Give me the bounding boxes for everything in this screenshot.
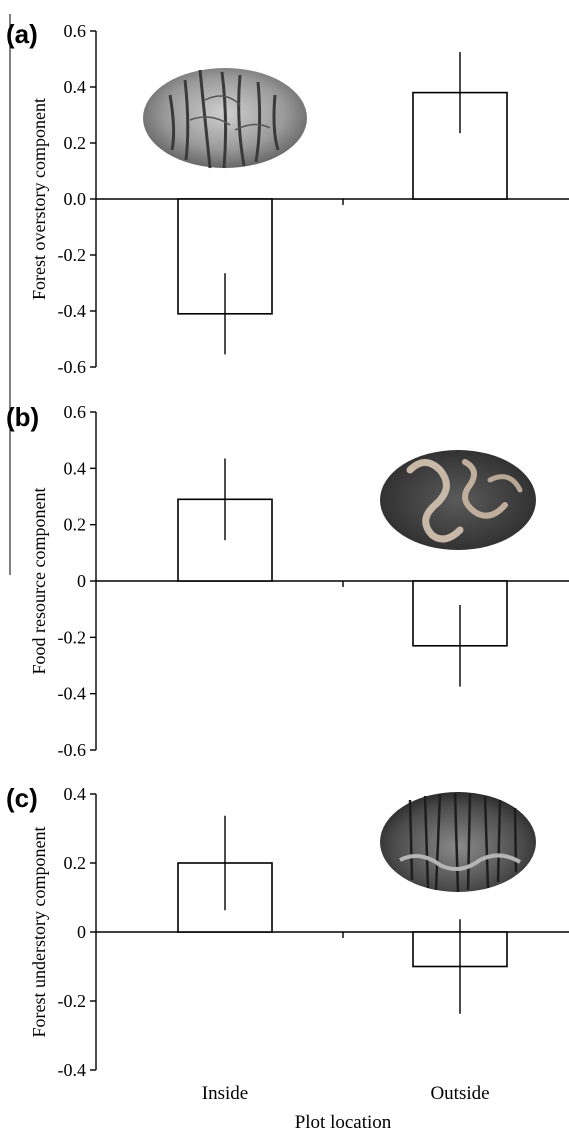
- y-tick-label: 0.6: [64, 402, 87, 422]
- panel-label: (c): [6, 783, 38, 813]
- panel-label: (a): [6, 19, 38, 49]
- panel-c: (c) Forest understory component 0.4 0.2 0 -…: [6, 783, 569, 1080]
- forest-understory-photo: [380, 792, 536, 893]
- y-tick-label: -0.6: [58, 357, 87, 377]
- y-tick-label: 0.4: [64, 77, 87, 97]
- y-tick-label: 0: [77, 922, 86, 942]
- x-category-label-inside: Inside: [202, 1083, 248, 1104]
- panel-a: (a) Forest overstory component 0.6 0.4 0.2…: [6, 19, 569, 377]
- y-tick-label: -0.4: [58, 684, 87, 704]
- y-tick-label: -0.6: [58, 740, 87, 760]
- panel-label: (b): [6, 402, 39, 432]
- y-axis-label: Forest understory component: [29, 827, 49, 1038]
- y-tick-label: 0.4: [64, 458, 87, 478]
- panel-b: (b) Food resource component 0.6 0.4 0.2 0 -0…: [6, 402, 569, 760]
- x-category-label-outside: Outside: [430, 1083, 489, 1104]
- y-tick-label: 0.2: [64, 133, 87, 153]
- earthworm-photo: [380, 450, 536, 550]
- y-tick-label: 0.2: [64, 515, 87, 535]
- y-tick-label: -0.2: [58, 991, 87, 1011]
- y-axis-label: Food resource component: [29, 488, 49, 675]
- y-tick-label: 0.6: [64, 21, 87, 41]
- x-axis-label: Plot location: [295, 1112, 392, 1133]
- y-tick-label: -0.2: [58, 245, 87, 265]
- forest-canopy-photo: [143, 68, 307, 169]
- y-tick-label: -0.4: [58, 301, 87, 321]
- y-tick-label: 0.2: [64, 853, 87, 873]
- y-tick-label: 0.4: [64, 784, 87, 804]
- y-tick-label: 0: [77, 571, 86, 591]
- y-axis-label: Forest overstory component: [29, 98, 49, 300]
- y-tick-label: -0.2: [58, 627, 87, 647]
- y-tick-label: -0.4: [58, 1060, 87, 1080]
- y-tick-label: 0.0: [64, 189, 87, 209]
